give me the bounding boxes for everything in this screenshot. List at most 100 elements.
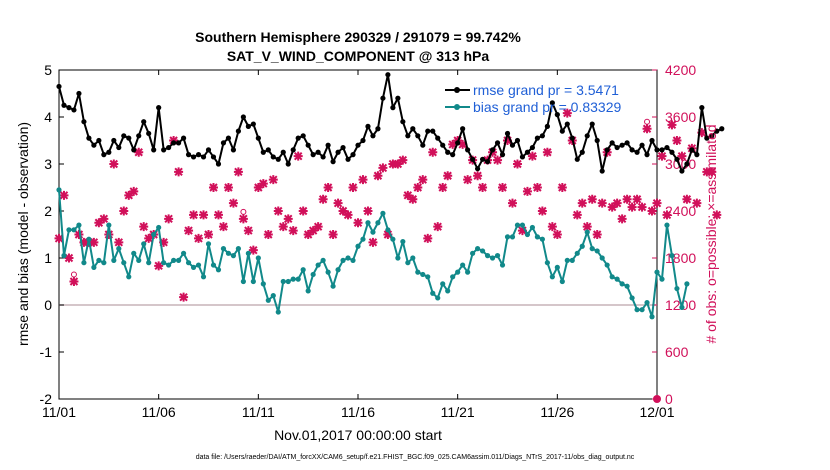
obs-assimilated-point	[273, 206, 283, 216]
bias-point	[509, 234, 516, 240]
rmse-point	[166, 144, 172, 151]
bias-point	[470, 250, 476, 256]
obs-assimilated-marker	[433, 222, 443, 232]
obs-assimilated-point	[552, 230, 562, 239]
bias-point	[385, 227, 391, 233]
obs-assimilated-marker	[139, 222, 149, 232]
obs-assimilated-point	[328, 230, 338, 239]
obs-assimilated-marker	[637, 202, 647, 212]
obs-assimilated-point	[124, 190, 134, 200]
y-tick-label: -2	[40, 391, 53, 407]
obs-assimilated-point	[627, 202, 637, 212]
bias-point	[475, 246, 481, 252]
bias-point	[594, 248, 600, 254]
rmse-point	[390, 105, 396, 111]
bias-point	[66, 227, 72, 233]
obs-assimilated-point	[493, 155, 503, 165]
bias-point	[674, 285, 680, 292]
y2-tick-label: 0	[665, 391, 673, 407]
obs-assimilated-point	[677, 151, 687, 161]
rmse-point	[240, 114, 246, 120]
rmse-point	[320, 154, 326, 160]
rmse-point	[96, 137, 102, 144]
rmse-point	[210, 154, 217, 160]
bias-point	[604, 262, 610, 268]
obs-assimilated-marker	[677, 151, 687, 161]
obs-assimilated-point	[388, 159, 398, 169]
bias-point	[579, 243, 585, 249]
obs-assimilated-marker	[398, 155, 408, 165]
bias-point	[71, 227, 77, 233]
rmse-point	[300, 133, 306, 139]
obs-assimilated-point	[637, 202, 647, 212]
bias-point	[659, 276, 665, 282]
rmse-point	[425, 128, 431, 134]
bias-point	[654, 269, 660, 275]
rmse-point	[345, 156, 351, 162]
obs-assimilated-point	[373, 171, 383, 181]
rmse-point	[719, 126, 725, 132]
rmse-point	[141, 119, 147, 125]
rmse-point	[669, 149, 675, 155]
bias-point	[599, 255, 605, 261]
obs-assimilated-point	[507, 198, 517, 208]
rmse-point	[470, 156, 476, 162]
obs-assimilated-marker	[612, 198, 622, 208]
rmse-point	[330, 159, 336, 165]
bias-point	[479, 248, 486, 254]
obs-assimilated-point	[179, 292, 189, 302]
obs-assimilated-point	[418, 175, 428, 185]
rmse-point	[285, 161, 291, 167]
obs-assimilated-marker	[189, 210, 199, 220]
bias-point	[270, 293, 276, 299]
rmse-point	[649, 137, 655, 144]
rmse-point	[195, 152, 202, 158]
bias-point	[649, 314, 655, 320]
obs-assimilated-point	[592, 230, 602, 239]
obs-assimilated-marker	[119, 206, 129, 216]
bias-point	[340, 257, 346, 263]
obs-assimilated-marker	[562, 108, 572, 118]
bias-point	[200, 274, 207, 280]
obs-assimilated-marker	[692, 198, 702, 208]
obs-assimilated-marker	[697, 128, 707, 138]
rmse-point	[205, 147, 212, 153]
obs-assimilated-point	[572, 210, 582, 220]
obs-assimilated-marker	[303, 230, 313, 239]
obs-assimilated-point	[343, 210, 353, 220]
bias-point	[529, 224, 536, 231]
bias-point	[574, 250, 580, 256]
bias-point	[549, 274, 555, 280]
rmse-point	[450, 152, 456, 158]
obs-assimilated-marker	[218, 222, 228, 232]
obs-assimilated-marker	[358, 175, 368, 185]
rmse-point	[410, 126, 416, 132]
bias-point	[504, 234, 511, 240]
bias-point	[360, 236, 366, 242]
rmse-point	[370, 133, 376, 139]
rmse-point	[709, 133, 715, 139]
obs-assimilated-point	[458, 139, 468, 149]
bias-point	[499, 262, 506, 268]
legend-rmse-label: rmse grand pr = 3.5471	[473, 82, 619, 98]
rmse-point	[275, 156, 281, 162]
obs-assimilated-point	[503, 136, 512, 145]
obs-assimilated-point	[662, 210, 672, 220]
rmse-point	[664, 144, 670, 151]
obs-assimilated-point	[129, 186, 139, 196]
obs-assimilated-point	[308, 226, 318, 236]
rmse-point	[230, 147, 237, 153]
rmse-point	[161, 147, 167, 153]
obs-assimilated-marker	[493, 155, 503, 165]
rmse-point	[190, 154, 197, 160]
rmse-point	[220, 140, 227, 146]
rmse-point	[584, 133, 590, 139]
rmse-point	[200, 154, 207, 160]
obs-assimilated-point	[537, 206, 547, 216]
obs-assimilated-point	[323, 183, 333, 192]
y2-axis-label: # of obs: o=possible; ×=assimilated	[703, 124, 719, 343]
rmse-point	[549, 100, 555, 106]
obs-zero-endpoint	[653, 395, 661, 403]
chart-subtitle: SAT_V_WIND_COMPONENT @ 313 hPa	[227, 48, 490, 64]
bias-point	[564, 257, 570, 263]
